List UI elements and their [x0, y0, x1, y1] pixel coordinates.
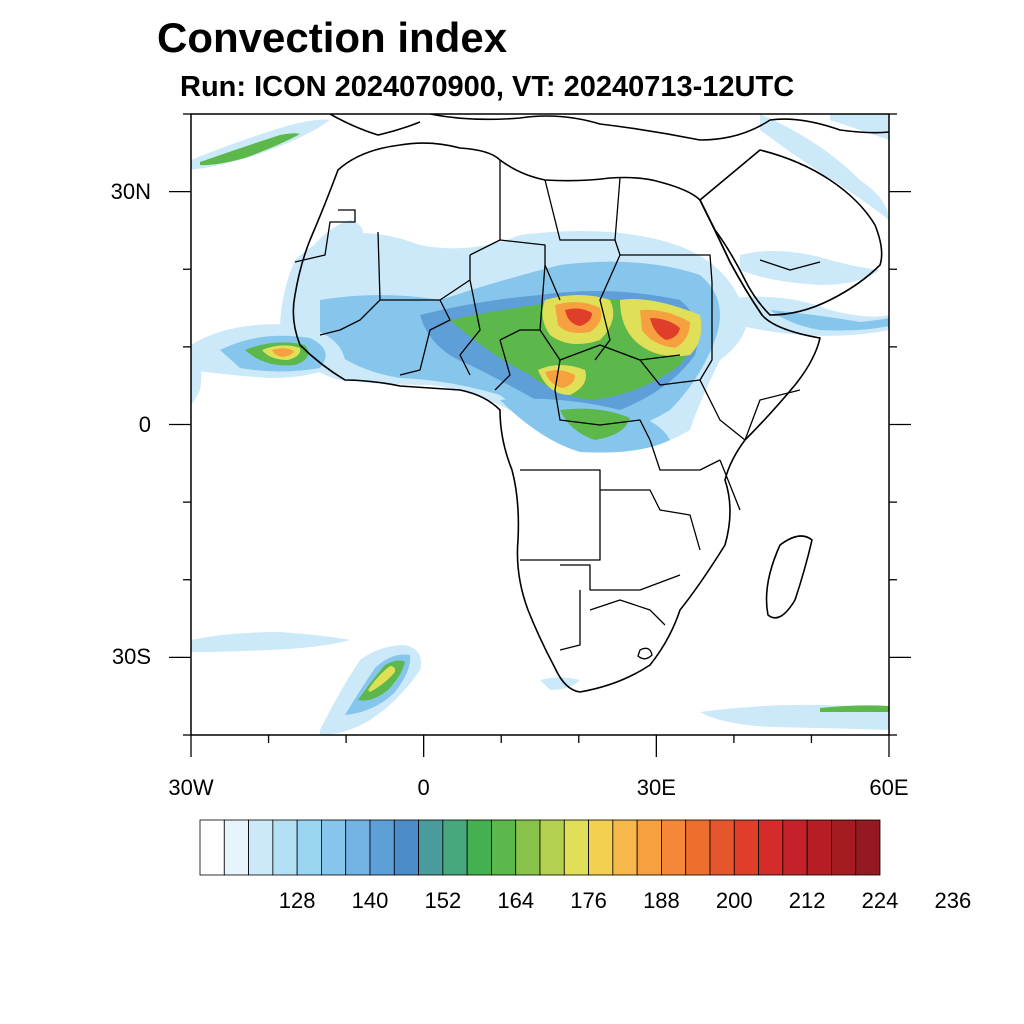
colorbar-tick-label: 176 — [570, 888, 607, 913]
colorbar-tick-label: 164 — [497, 888, 535, 913]
axis-ticks — [169, 113, 911, 757]
lat-label: 30N — [110, 178, 151, 204]
europe-coast — [429, 114, 889, 141]
lon-label: 30E — [636, 775, 676, 800]
colorbar-box — [758, 819, 784, 876]
colorbar-box — [588, 819, 614, 876]
colorbar-box — [855, 819, 881, 876]
lat-label: 0 — [138, 411, 151, 437]
colorbar-box — [661, 819, 687, 876]
colorbar-tick-label: 200 — [715, 888, 753, 913]
field-light-morocco — [300, 220, 364, 266]
lon-label: 60E — [869, 775, 909, 800]
colorbar-box — [321, 819, 347, 876]
colorbar-box — [199, 819, 225, 876]
colorbar-box — [418, 819, 444, 876]
colorbar-box — [442, 819, 468, 876]
madagascar — [765, 535, 813, 619]
field-blue-arabia — [770, 310, 889, 331]
colorbar-tick-label: 212 — [788, 888, 826, 913]
field-light-ne — [760, 114, 889, 220]
colorbar-box — [223, 819, 249, 876]
field-red-chad — [565, 308, 592, 326]
africa-coastline — [292, 142, 821, 693]
colorbar — [199, 819, 881, 876]
iberia-coast — [329, 114, 421, 136]
colorbar-box — [539, 819, 565, 876]
coastlines-borders — [292, 114, 889, 693]
red-sea — [699, 199, 763, 316]
colorbar-tick-label: 152 — [424, 888, 462, 913]
colorbar-box — [248, 819, 274, 876]
colorbar-box — [709, 819, 735, 876]
colorbar-box — [369, 819, 395, 876]
colorbar-box — [491, 819, 517, 876]
colorbar-box — [806, 819, 832, 876]
field-orange-car — [545, 370, 575, 388]
colorbar-box — [636, 819, 662, 876]
country-borders — [294, 160, 821, 660]
field-orange-atlantic — [272, 348, 294, 357]
field-light-yemen — [740, 251, 880, 285]
map-subtitle: Run: ICON 2024070900, VT: 20240713-12UTC — [180, 71, 795, 103]
field-light-sa-south — [540, 677, 580, 690]
lon-label: 0 — [417, 775, 430, 800]
field-light-sw — [191, 632, 350, 652]
field-red-sudan — [650, 318, 680, 340]
colorbar-tick-label: 128 — [278, 888, 316, 913]
field-light-topright — [830, 114, 889, 140]
colorbar-box — [685, 819, 711, 876]
colorbar-tick-label: 224 — [861, 888, 899, 913]
colorbar-box — [466, 819, 492, 876]
colorbar-box — [296, 819, 322, 876]
colorbar-tick-label: 236 — [934, 888, 972, 913]
convection-field — [191, 114, 889, 735]
lat-label: 30S — [111, 644, 151, 670]
field-green-se — [820, 705, 889, 712]
colorbar-box — [515, 819, 541, 876]
colorbar-box — [612, 819, 638, 876]
field-light-westedge — [191, 345, 202, 405]
arabian-peninsula — [699, 149, 883, 316]
field-yellow-south-atlantic — [368, 666, 396, 692]
lon-label: 30W — [168, 775, 214, 800]
colorbar-box — [272, 819, 298, 876]
colorbar-tick-label: 140 — [351, 888, 389, 913]
map-title: Convection index — [157, 14, 508, 61]
colorbar-box — [563, 819, 589, 876]
colorbar-box — [831, 819, 857, 876]
field-green-nw — [200, 133, 300, 166]
colorbar-box — [782, 819, 808, 876]
colorbar-tick-label: 188 — [643, 888, 680, 913]
colorbar-box — [733, 819, 759, 876]
colorbar-box — [393, 819, 419, 876]
colorbar-box — [345, 819, 371, 876]
